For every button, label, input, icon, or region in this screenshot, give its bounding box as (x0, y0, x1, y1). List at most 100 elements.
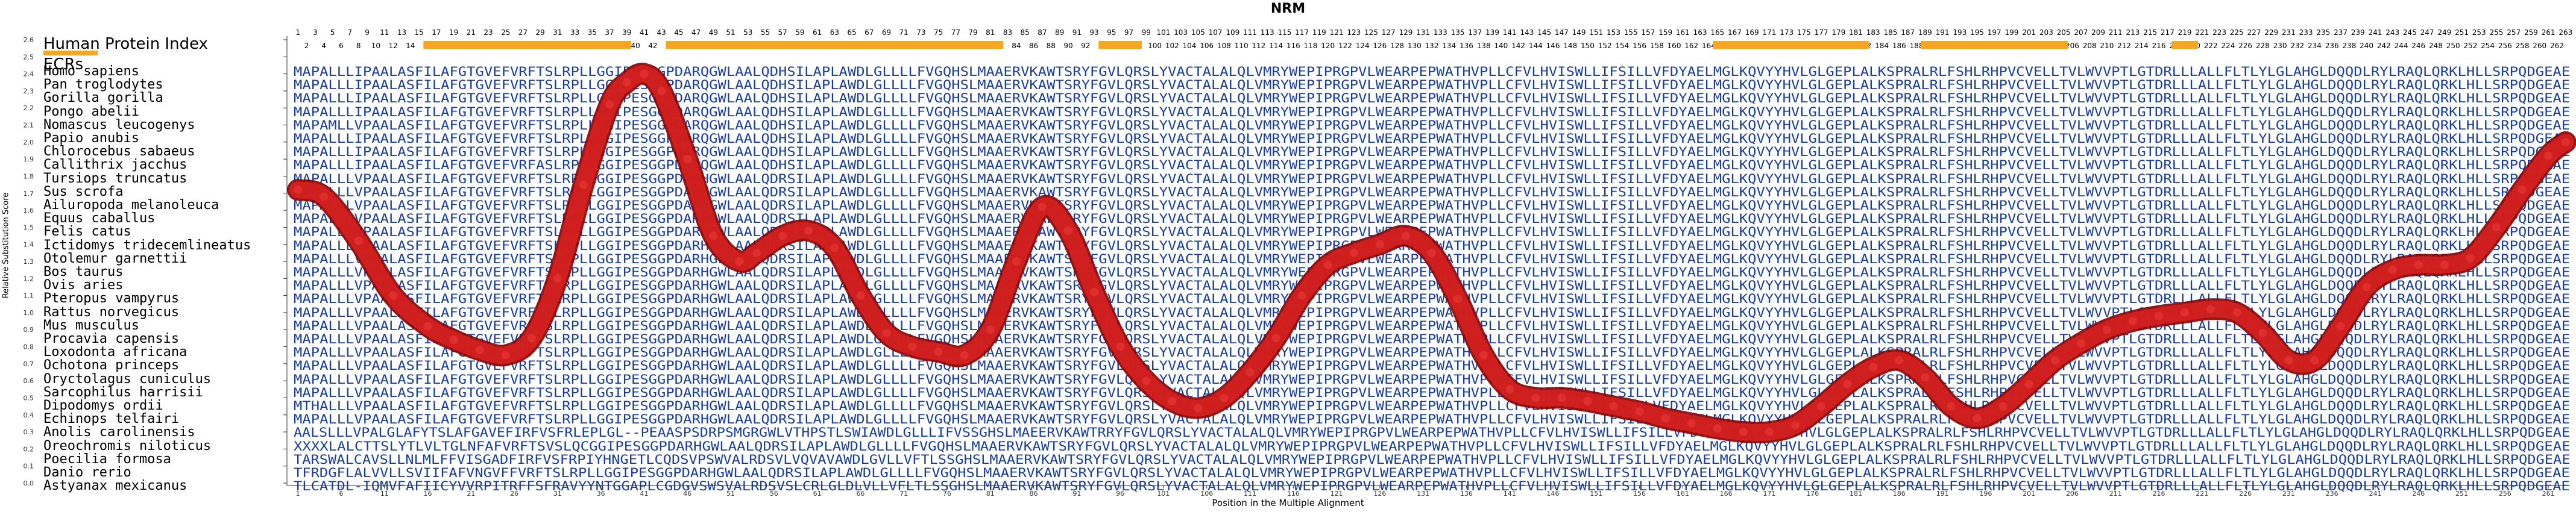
header-position-label: 123 (1347, 28, 1361, 37)
header-position-label: 68 (873, 42, 882, 50)
species-name: Loxodonta africana (43, 345, 187, 360)
sequence-row: MAPALLLVPAALASFILAFGTGVEFVRFTSLRPLLGGIPE… (294, 358, 2571, 373)
header-position-label: 219 (2178, 28, 2192, 37)
y-tick-label: 0.2 (24, 445, 34, 453)
header-position-label: 89 (1055, 28, 1064, 37)
header-position-label: 31 (553, 28, 562, 37)
ecr-bar (1098, 41, 1142, 49)
y-tick-label: 1.7 (24, 190, 34, 198)
sequence-row: MAPALLLIPAALASFILAFGTGVEFVRFTSLRPLLGGIPE… (294, 64, 2571, 79)
header-position-label: 184 (1875, 42, 1889, 50)
y-tick-label: 2.4 (24, 70, 34, 78)
header-position-label: 193 (1953, 28, 1967, 37)
header-position-label: 64 (839, 42, 848, 50)
y-axis-label: Relative Substitution Score (1, 192, 11, 299)
header-position-label: 128 (1390, 42, 1404, 50)
header-position-label: 7 (348, 28, 353, 37)
header-position-label: 13 (397, 28, 406, 37)
header-position-label: 201 (2022, 28, 2036, 37)
header-position-label: 72 (908, 42, 917, 50)
header-position-label: 48 (700, 42, 709, 50)
header-position-label: 87 (1038, 28, 1047, 37)
species-name: Chlorocebus sabaeus (43, 144, 195, 160)
header-position-label: 19 (449, 28, 458, 37)
species-name: Callithrix jacchus (43, 157, 187, 173)
header-position-label: 78 (960, 42, 969, 50)
header-position-label: 17 (432, 28, 441, 37)
sequence-row: MAPALLLVPAALASFILAFGTGVEFVRFTSLRPLLGGIPE… (294, 198, 2571, 213)
header-position-label: 261 (2542, 28, 2556, 37)
header-position-label: 63 (830, 28, 839, 37)
header-position-label: 46 (683, 42, 692, 50)
header-position-label: 70 (890, 42, 899, 50)
header-position-label: 96 (1115, 42, 1124, 50)
header-position-label: 60 (804, 42, 813, 50)
header-position-label: 23 (483, 28, 493, 37)
header-position-label: 145 (1537, 28, 1551, 37)
header-position-label: 197 (1988, 28, 2001, 37)
header-position-label: 73 (916, 28, 925, 37)
header-position-label: 238 (2342, 42, 2356, 50)
y-tick-label: 1.1 (24, 292, 34, 300)
header-position-label: 22 (475, 42, 484, 50)
header-position-label: 165 (1710, 28, 1724, 37)
header-position-label: 120 (1321, 42, 1335, 50)
header-position-label: 4 (321, 42, 326, 50)
header-position-label: 30 (544, 42, 553, 50)
header-position-label: 207 (2074, 28, 2088, 37)
header-position-label: 130 (1408, 42, 1422, 50)
header-position-label: 114 (1269, 42, 1283, 50)
y-tick-label: 1.8 (24, 172, 34, 180)
sequence-row: MAPALLLVPAALASFILAFGTGVEFVRFTSLRPLLGGIPE… (294, 412, 2571, 427)
header-position-label: 171 (1762, 28, 1776, 37)
header-position-label: 203 (2039, 28, 2053, 37)
header-position-label: 233 (2299, 28, 2313, 37)
header-position-label: 155 (1624, 28, 1638, 37)
header-position-label: 69 (882, 28, 891, 37)
header-position-label: 170 (1754, 42, 1768, 50)
y-tick-label: 1.0 (24, 309, 34, 317)
header-position-label: 180 (1841, 42, 1854, 50)
y-tick-label: 1.5 (24, 223, 34, 231)
sequence-row: MAPALLLVPAALASFILAFGTGVEFVRFTSLRPLLGGIPE… (294, 225, 2571, 240)
y-tick-label: 2.3 (24, 87, 34, 95)
header-position-label: 224 (2221, 42, 2235, 50)
header-position-label: 140 (1494, 42, 1508, 50)
header-position-label: 62 (821, 42, 830, 50)
species-name: Anolis carolinensis (43, 425, 195, 440)
header-position-label: 6 (339, 42, 344, 50)
header-position-label: 229 (2264, 28, 2278, 37)
header-position-label: 164 (1702, 42, 1716, 50)
header-position-label: 174 (1789, 42, 1803, 50)
header-position-label: 245 (2403, 28, 2417, 37)
header-position-label: 253 (2472, 28, 2486, 37)
header-position-label: 134 (1442, 42, 1456, 50)
header-position-label: 157 (1641, 28, 1655, 37)
sequence-row: MAPALLLVPAALASFILAFGTGVEFVRFTSLRPLLGGIPE… (294, 385, 2571, 400)
x-axis-label: Position in the Multiple Alignment (1212, 498, 1364, 508)
header-position-label: 138 (1477, 42, 1491, 50)
header-position-label: 98 (1133, 42, 1142, 50)
species-name: Danio rerio (43, 465, 131, 480)
header-position-label: 74 (925, 42, 934, 50)
header-position-label: 161 (1676, 28, 1690, 37)
header-position-label: 81 (986, 28, 995, 37)
position-header: 1234567891011121314151617181920212223242… (295, 28, 2572, 50)
sequence-row: MAPALLLVPAALASFILAFGTGVEFVRFTSLRPLLGGIPE… (294, 292, 2571, 307)
header-position-label: 12 (388, 42, 397, 50)
header-position-label: 66 (856, 42, 865, 50)
header-position-label: 35 (588, 28, 597, 37)
header-position-label: 111 (1243, 28, 1257, 37)
header-position-label: 113 (1261, 28, 1274, 37)
y-tick-label: 0.1 (24, 463, 34, 470)
header-position-label: 227 (2247, 28, 2261, 37)
header-position-label: 29 (536, 28, 545, 37)
header-position-label: 243 (2385, 28, 2399, 37)
y-tick-label: 0.3 (24, 428, 34, 436)
header-position-label: 93 (1089, 28, 1098, 37)
header-position-label: 154 (1615, 42, 1629, 50)
header-position-label: 108 (1217, 42, 1231, 50)
header-position-label: 97 (1124, 28, 1133, 37)
sequence-row: MAPALLLIPAALASFILAFGTGVEFVRFTSLRPLLGGIPE… (294, 131, 2571, 146)
header-position-label: 82 (994, 42, 1003, 50)
